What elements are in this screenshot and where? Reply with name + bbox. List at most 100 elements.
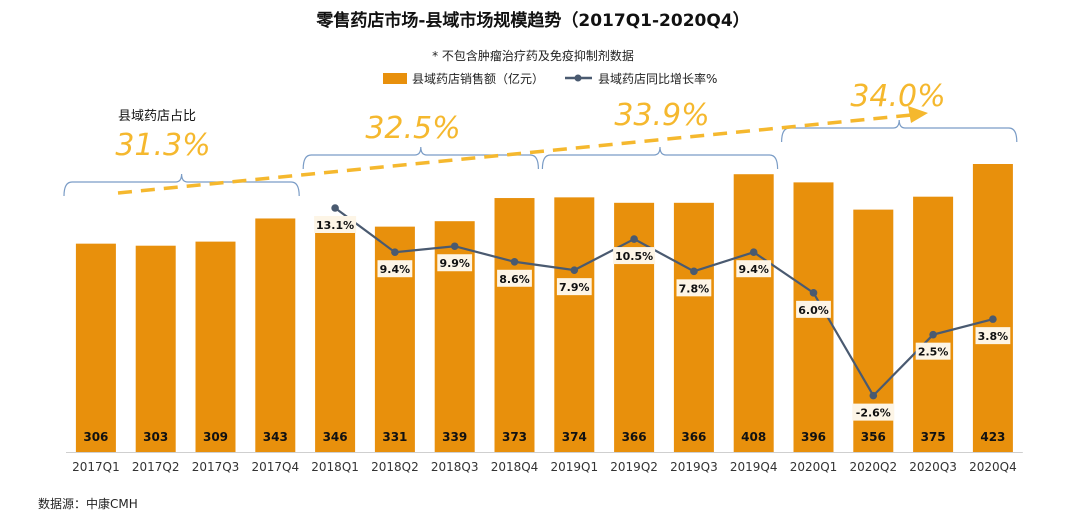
bar-value-label: 331 [382, 430, 407, 444]
share-value: 32.5% [365, 111, 460, 146]
growth-point [690, 267, 698, 276]
share-value: 31.3% [115, 128, 210, 163]
growth-label: 7.8% [679, 282, 710, 295]
growth-point [929, 330, 937, 339]
x-tick-label: 2017Q4 [251, 460, 299, 474]
bar-value-label: 423 [980, 430, 1005, 444]
bar-value-label: 339 [442, 430, 467, 444]
x-tick-label: 2017Q1 [72, 460, 120, 474]
growth-label-bg [556, 278, 592, 296]
growth-label-bg [613, 247, 656, 265]
bar-value-label: 373 [502, 430, 527, 444]
growth-line-path [334, 207, 994, 398]
bar [614, 202, 655, 452]
x-tick-label: 2018Q1 [311, 460, 359, 474]
growth-label: 2.5% [918, 346, 949, 359]
bar-value-label: 309 [203, 430, 228, 444]
growth-label: 9.4% [380, 263, 411, 276]
growth-label: 7.9% [559, 281, 590, 294]
growth-label-bg [437, 254, 473, 272]
share-brace [541, 146, 779, 170]
growth-label-bg [796, 300, 831, 318]
growth-label-bg [736, 260, 772, 278]
bar-value-label: 346 [323, 430, 348, 444]
x-tick-label: 2019Q3 [670, 460, 718, 474]
legend: 县域药店销售额（亿元） 县域药店同比增长率% [383, 71, 717, 86]
share-trend-arrowhead [908, 106, 928, 123]
x-tick-label: 2017Q3 [192, 460, 240, 474]
growth-label-bg [314, 216, 357, 233]
growth-label: 13.1% [316, 219, 354, 232]
growth-point [809, 289, 818, 297]
growth-point [510, 257, 519, 266]
bar [195, 241, 236, 452]
x-axis: 2017Q1 2017Q2 2017Q3 2017Q4 2018Q1 2018Q2 2018… [66, 452, 1023, 474]
growth-label: 3.8% [978, 330, 1009, 343]
bar-value-label: 396 [801, 430, 826, 444]
growth-point [391, 248, 399, 257]
x-tick-label: 2019Q4 [730, 460, 778, 474]
growth-label-bg [975, 327, 1011, 345]
growth-point [630, 235, 638, 243]
legend-line-marker [574, 74, 582, 82]
growth-label: 6.0% [798, 304, 829, 317]
bars: 306 303 309 343 346 331 339 373 374 366 366 408 396 3… [75, 164, 1013, 452]
growth-label-bg [377, 260, 413, 278]
bar-value-label: 408 [741, 430, 766, 444]
source-note: 数据源：中康CMH [38, 496, 138, 511]
bar-value-label: 374 [562, 430, 587, 444]
bar [554, 197, 595, 452]
growth-label: 10.5% [615, 250, 653, 263]
growth-point [450, 242, 459, 251]
bar [315, 216, 356, 452]
chart-subtitle: * 不包含肿瘤治疗药及免疫抑制剂数据 [432, 48, 634, 63]
bar [255, 218, 296, 452]
chart-title: 零售药店市场-县域市场规模趋势（2017Q1-2020Q4） [315, 10, 749, 31]
bar-value-label: 306 [83, 430, 108, 444]
x-tick-label: 2020Q3 [909, 460, 957, 474]
legend-bar-swatch [383, 73, 407, 84]
legend-bar-label: 县域药店销售额（亿元） [412, 71, 544, 86]
bar [75, 243, 116, 452]
share-label: 县域药店占比 [118, 109, 196, 124]
x-tick-label: 2019Q2 [610, 460, 658, 474]
x-tick-label: 2019Q1 [550, 460, 598, 474]
x-tick-label: 2018Q4 [491, 460, 539, 474]
growth-point [989, 315, 997, 323]
x-tick-label: 2020Q4 [969, 460, 1017, 474]
growth-point [331, 204, 339, 212]
growth-label: -2.6% [856, 407, 891, 420]
bar [972, 164, 1013, 452]
share-value: 33.9% [614, 98, 709, 133]
bar-value-label: 356 [861, 430, 886, 444]
bar [733, 174, 774, 452]
growth-point [570, 266, 579, 274]
growth-label: 8.6% [499, 273, 530, 286]
growth-label-bg [497, 269, 532, 287]
bar [673, 202, 714, 452]
bar [135, 245, 176, 452]
share-brace [302, 146, 539, 170]
x-tick-label: 2020Q1 [790, 460, 838, 474]
share-value: 34.0% [850, 79, 945, 114]
bar-value-label: 303 [143, 430, 168, 444]
growth-label-bg [915, 342, 951, 360]
x-tick-label: 2017Q2 [132, 460, 180, 474]
bar-value-label: 366 [681, 430, 706, 444]
growth-line: 13.1% 9.4% 9.9% 8.6% 7.9% 10.5% 7.8% 9.4% 6.0% -2… [314, 204, 1011, 421]
growth-point [749, 248, 758, 257]
x-tick-label: 2018Q3 [431, 460, 479, 474]
bar [494, 198, 535, 452]
share-annotation: 县域药店占比 31.3% 32.5% 33.9% 34.0% [63, 79, 1018, 197]
bar-value-label: 366 [622, 430, 647, 444]
bar-value-label: 375 [921, 430, 946, 444]
growth-label: 9.4% [738, 263, 769, 276]
growth-label-bg [852, 403, 895, 421]
x-tick-label: 2020Q2 [849, 460, 897, 474]
growth-label-bg [676, 279, 712, 297]
bar-value-label: 343 [263, 430, 288, 444]
bar [913, 196, 954, 452]
legend-line-label: 县域药店同比增长率% [598, 71, 717, 86]
growth-label: 9.9% [439, 257, 470, 270]
